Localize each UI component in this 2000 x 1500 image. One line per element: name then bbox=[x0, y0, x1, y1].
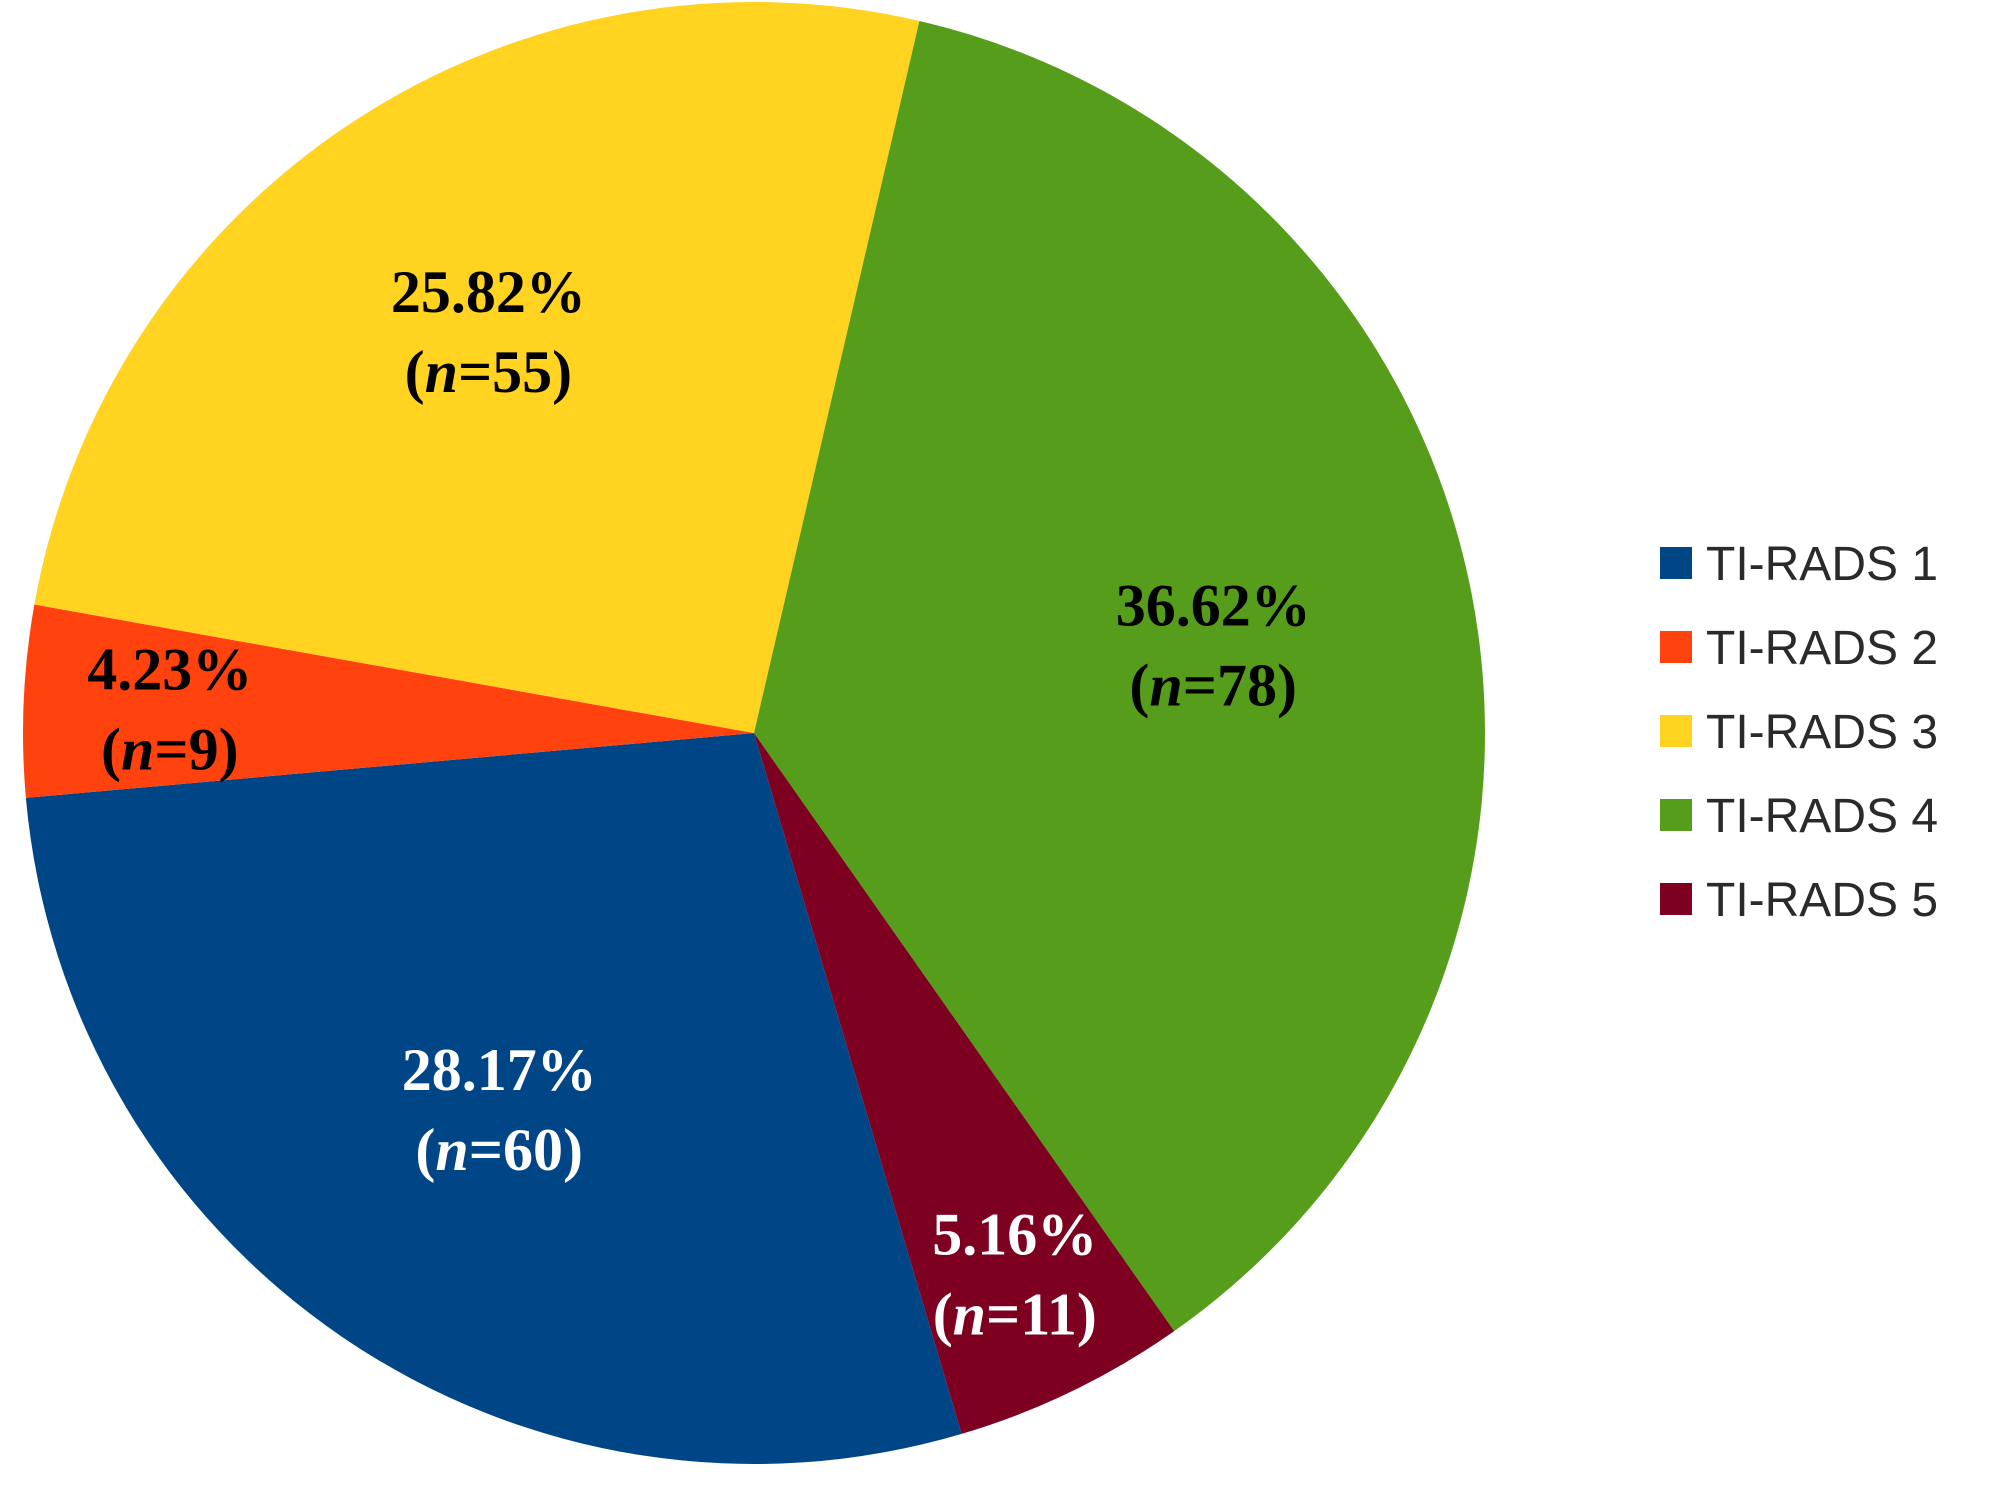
legend-label: TI-RADS 5 bbox=[1706, 874, 1938, 927]
legend-label: TI-RADS 2 bbox=[1706, 622, 1938, 675]
slice-percent-label: 36.62% bbox=[1116, 573, 1311, 639]
slice-count-label: (n=60) bbox=[415, 1117, 583, 1183]
pie-slices bbox=[22, 2, 1485, 1465]
pie-slice-ti-rads-1 bbox=[25, 733, 962, 1465]
legend: TI-RADS 1 TI-RADS 2 TI-RADS 3 TI-RADS 4 TI-R… bbox=[1660, 538, 1938, 927]
legend-swatch bbox=[1660, 715, 1692, 747]
legend-label: TI-RADS 3 bbox=[1706, 706, 1938, 759]
legend-swatch bbox=[1660, 547, 1692, 579]
slice-percent-label: 25.82% bbox=[391, 259, 586, 325]
slice-percent-label: 4.23% bbox=[87, 636, 252, 702]
slice-labels: 28.17% (n=60) 4.23% (n=9) 25.82% (n=55) 36.62%… bbox=[87, 259, 1311, 1348]
legend-label: TI-RADS 4 bbox=[1706, 790, 1938, 843]
legend-swatch bbox=[1660, 631, 1692, 663]
legend-label: TI-RADS 1 bbox=[1706, 538, 1938, 591]
slice-count-label: (n=11) bbox=[933, 1282, 1097, 1348]
pie-slice-ti-rads-2 bbox=[22, 604, 755, 798]
slice-percent-label: 5.16% bbox=[932, 1202, 1097, 1268]
pie-slice-ti-rads-4 bbox=[754, 20, 1485, 1332]
pie-slice-ti-rads-5 bbox=[754, 733, 1175, 1434]
slice-count-label: (n=78) bbox=[1129, 653, 1297, 719]
pie-slice-ti-rads-3 bbox=[34, 2, 920, 734]
slice-count-label: (n=55) bbox=[405, 339, 573, 405]
legend-swatch bbox=[1660, 883, 1692, 915]
slice-percent-label: 28.17% bbox=[402, 1037, 597, 1103]
legend-swatch bbox=[1660, 799, 1692, 831]
slice-count-label: (n=9) bbox=[101, 716, 239, 782]
